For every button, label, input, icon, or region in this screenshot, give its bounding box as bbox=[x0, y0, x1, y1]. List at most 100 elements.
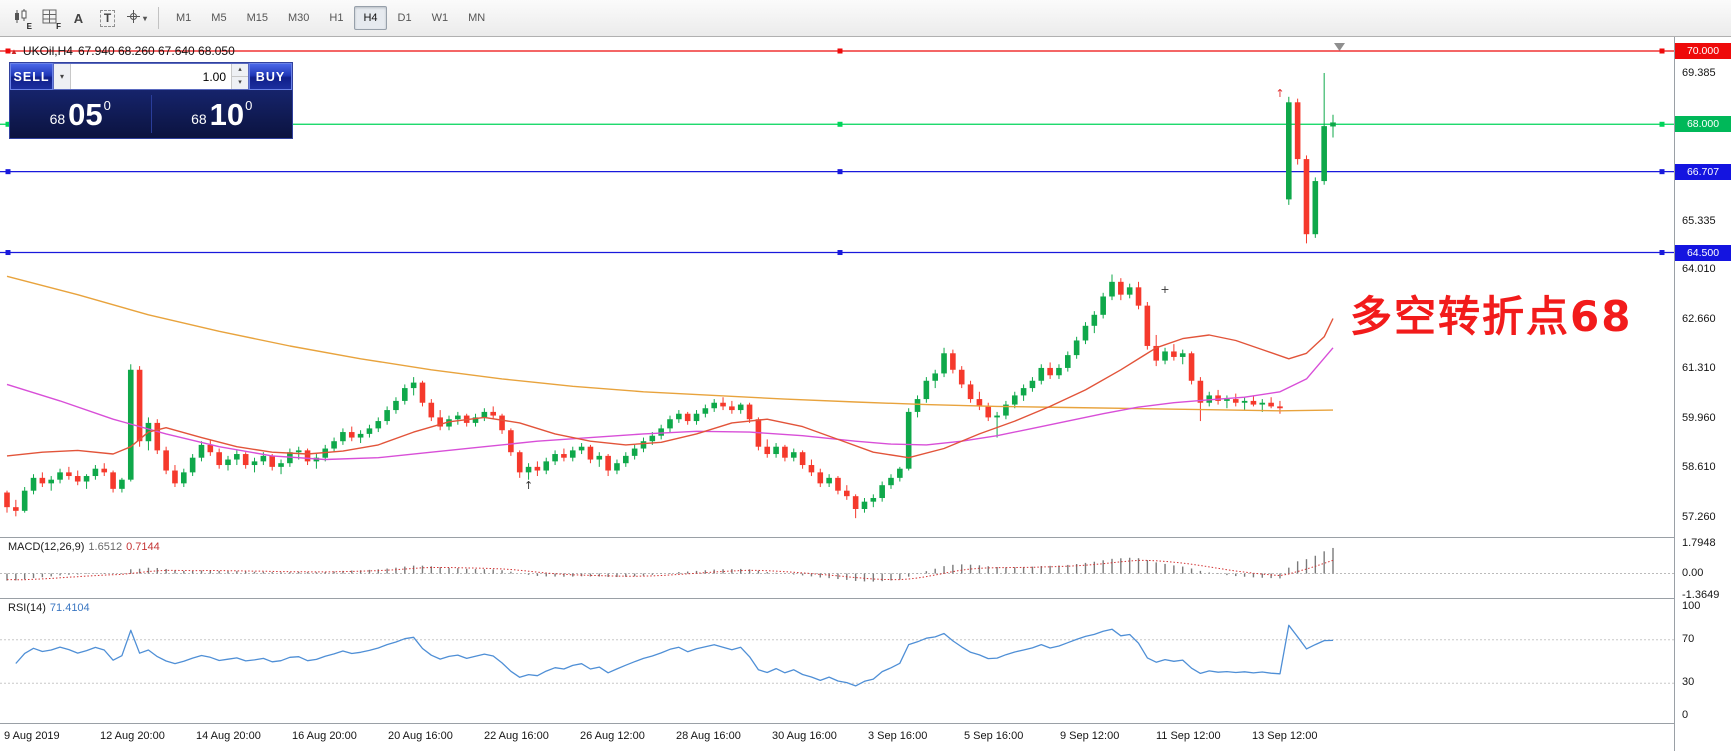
market-grid-icon bbox=[42, 9, 58, 28]
time-label: 20 Aug 16:00 bbox=[388, 730, 453, 742]
macd-main-value: 1.6512 bbox=[88, 541, 123, 553]
macd-tick-0.00: 0.00 bbox=[1682, 566, 1704, 579]
chevron-down-icon: ▾ bbox=[142, 13, 147, 23]
bid-pip-digit: 0 bbox=[103, 97, 111, 113]
rsi-tick-70: 70 bbox=[1682, 632, 1695, 645]
bid-price: 68 05 0 bbox=[10, 96, 151, 132]
timeframe-group: M1 M5 M15 M30 H1 H4 D1 W1 MN bbox=[166, 6, 495, 30]
timeframe-m15[interactable]: M15 bbox=[238, 6, 277, 30]
price-tick-58-610: 58.610 bbox=[1682, 461, 1716, 474]
symbol-ohlc-header: ▲ UKOil,H4 67.940 68.260 67.640 68.050 bbox=[10, 44, 235, 58]
symbol-name: UKOil,H4 bbox=[22, 44, 73, 58]
crosshair-icon bbox=[126, 9, 141, 27]
time-label: 3 Sep 16:00 bbox=[868, 730, 928, 742]
timeframe-m30[interactable]: M30 bbox=[279, 6, 318, 30]
price-tick-57-260: 57.260 bbox=[1682, 510, 1716, 523]
rsi-tick-100: 100 bbox=[1682, 600, 1701, 612]
volume-increase-button[interactable]: ▴ bbox=[232, 64, 248, 77]
timeframe-h1[interactable]: H1 bbox=[320, 6, 352, 30]
text-label-button[interactable]: A bbox=[65, 5, 92, 31]
bid-big-digits: 05 bbox=[68, 96, 103, 132]
text-box-button[interactable]: T bbox=[94, 5, 121, 31]
timeframe-h4[interactable]: H4 bbox=[354, 6, 387, 30]
time-label: 22 Aug 16:00 bbox=[484, 730, 549, 742]
ask-pip-digit: 0 bbox=[245, 97, 253, 113]
icon-badge: F bbox=[56, 22, 61, 31]
rsi-line bbox=[15, 624, 1334, 687]
time-label: 16 Aug 20:00 bbox=[292, 730, 357, 742]
sell-button[interactable]: SELL bbox=[10, 63, 53, 90]
rsi-name: RSI(14) bbox=[8, 602, 46, 614]
timeframe-d1[interactable]: D1 bbox=[389, 6, 421, 30]
buy-button[interactable]: BUY bbox=[249, 63, 292, 90]
time-label: 5 Sep 16:00 bbox=[964, 730, 1024, 742]
chart-shift-marker[interactable] bbox=[1334, 43, 1345, 51]
top-toolbar: E F A T ▾ M1 M5 M15 M30 H1 H4 D1 W1 MN bbox=[0, 0, 1731, 37]
text-box-icon: T bbox=[99, 9, 116, 27]
annotation-text[interactable]: 多空转折点68 bbox=[1350, 292, 1633, 341]
ask-price: 68 10 0 bbox=[152, 96, 293, 132]
ask-big-digits: 10 bbox=[209, 96, 245, 132]
price-tick-65-335: 65.335 bbox=[1682, 214, 1716, 227]
ma-fast bbox=[6, 318, 1334, 459]
timeframe-mn[interactable]: MN bbox=[459, 6, 494, 30]
rsi-tick-0: 0 bbox=[1682, 709, 1689, 721]
volume-stepper: ▴ ▾ bbox=[231, 64, 248, 89]
timeframe-m1[interactable]: M1 bbox=[167, 6, 200, 30]
level-line-64-500[interactable] bbox=[0, 250, 1674, 256]
volume-decrease-button[interactable]: ▾ bbox=[232, 77, 248, 89]
crosshair-tool-button[interactable]: ▾ bbox=[123, 5, 150, 31]
price-divider bbox=[150, 95, 152, 133]
text-label-icon: A bbox=[73, 10, 84, 26]
volume-dropdown-button[interactable]: ▾ bbox=[54, 64, 71, 89]
price-badge-70-000: 70.000 bbox=[1675, 43, 1731, 59]
svg-text:↑: ↑ bbox=[1275, 87, 1284, 100]
time-axis[interactable]: 9 Aug 2019 12 Aug 20:00 14 Aug 20:00 16 Aug… bbox=[0, 724, 1674, 751]
price-axis[interactable]: 69.385 65.335 64.010 62.660 61.310 59.960 58.6… bbox=[1675, 37, 1731, 751]
bid-prefix: 68 bbox=[49, 111, 66, 127]
market-grid-button[interactable]: F bbox=[36, 5, 63, 31]
macd-signal-value: 0.7144 bbox=[126, 541, 160, 553]
level-line-66-707[interactable] bbox=[0, 169, 1674, 175]
toolbar-separator bbox=[158, 7, 159, 29]
rsi-value: 71.4104 bbox=[49, 602, 90, 614]
price-tick-64-010: 64.010 bbox=[1682, 263, 1716, 276]
time-label: 12 Aug 20:00 bbox=[100, 730, 165, 742]
svg-text:↑: ↑ bbox=[524, 479, 533, 492]
price-tick-59-960: 59.960 bbox=[1682, 411, 1716, 424]
price-tick-61-310: 61.310 bbox=[1682, 362, 1716, 375]
time-label: 14 Aug 20:00 bbox=[196, 730, 261, 742]
macd-label: MACD(12,26,9) 1.6512 0.7144 bbox=[8, 541, 160, 553]
ohlc-values: 67.940 68.260 67.640 68.050 bbox=[77, 44, 235, 58]
price-tick-69-385: 69.385 bbox=[1682, 66, 1716, 79]
macd-name: MACD(12,26,9) bbox=[8, 541, 85, 553]
timeframe-m5[interactable]: M5 bbox=[202, 6, 235, 30]
macd-histogram bbox=[6, 547, 1334, 582]
time-label: 11 Sep 12:00 bbox=[1156, 730, 1221, 742]
price-badge-66-707: 66.707 bbox=[1675, 163, 1731, 180]
level-line-70-000[interactable] bbox=[0, 48, 1674, 54]
svg-text:+: + bbox=[1160, 283, 1169, 296]
candlesticks bbox=[4, 72, 1336, 519]
time-label: 9 Aug 2019 bbox=[4, 730, 60, 742]
time-label: 28 Aug 16:00 bbox=[676, 730, 741, 742]
symbol-icon: ▲ bbox=[10, 46, 18, 56]
timeframe-w1[interactable]: W1 bbox=[423, 6, 458, 30]
price-badge-64-500: 64.500 bbox=[1675, 244, 1731, 261]
candlestick-chart-button[interactable]: E bbox=[7, 5, 34, 31]
time-label: 26 Aug 12:00 bbox=[580, 730, 645, 742]
macd-tick--1.3649: -1.3649 bbox=[1682, 589, 1720, 601]
macd-tick-1.7948: 1.7948 bbox=[1682, 537, 1716, 549]
ask-prefix: 68 bbox=[191, 111, 207, 127]
rsi-tick-30: 30 bbox=[1682, 676, 1695, 689]
ma-medium bbox=[6, 347, 1334, 461]
time-label: 9 Sep 12:00 bbox=[1060, 730, 1120, 742]
candlestick-chart-icon bbox=[12, 8, 30, 28]
volume-input[interactable] bbox=[71, 64, 231, 89]
icon-badge: E bbox=[26, 22, 32, 31]
price-badge-68-000: 68.000 bbox=[1675, 116, 1731, 133]
time-label: 30 Aug 16:00 bbox=[772, 730, 837, 742]
rsi-label: RSI(14) 71.4104 bbox=[8, 602, 90, 614]
